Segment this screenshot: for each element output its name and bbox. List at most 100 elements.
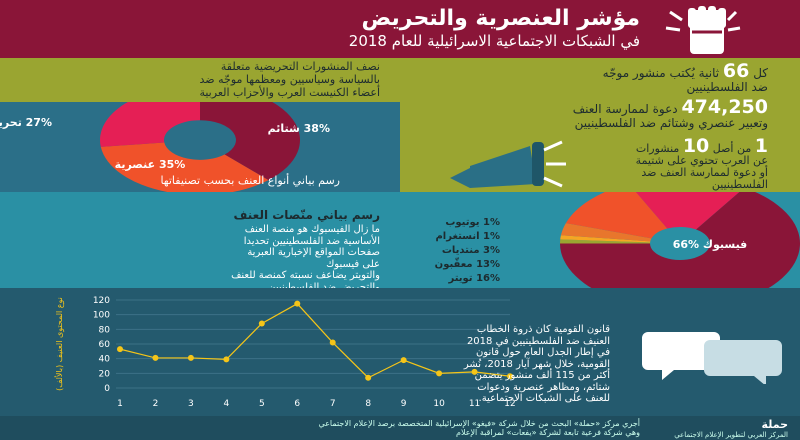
stat2-number: 474,250 <box>681 96 768 118</box>
stat1-line: كل 66 ثانية يُكتب منشور موجّه <box>602 62 768 81</box>
raised-fist-icon <box>665 6 741 54</box>
y-tick-label: 60 <box>99 340 111 350</box>
note-line: بالسياسة وسياسيين ومعظمها موجّه ضد <box>199 73 380 86</box>
x-tick-label: 1 <box>117 399 123 409</box>
platforms-title: رسم بياني منّصات العنف <box>233 208 380 222</box>
data-point <box>152 354 159 361</box>
timeline-line: شتائم، ومظاهر عنصرية ودعوات <box>477 381 610 393</box>
platform-item: 1% يوتيوب <box>445 217 500 228</box>
platforms-line: صفحات المواقع الإخبارية العبرية <box>247 247 380 258</box>
header-band: مؤشر العنصرية والتحريض في الشبكات الاجتم… <box>0 0 800 58</box>
donut-slice-0 <box>200 102 300 181</box>
x-tick-label: 8 <box>365 399 371 409</box>
stat1-pre: كل <box>753 66 768 80</box>
x-tick-label: 4 <box>223 399 229 409</box>
platform-slice-5 <box>560 192 800 288</box>
stat2-line2: وتعبير عنصري وشتائم ضد الفلسطينيين <box>574 116 768 130</box>
timeline-line: قانون القومية كان ذروة الخطاب <box>476 324 610 335</box>
y-axis-label: نوع المحتوى العنيف (بالألف) <box>54 297 64 391</box>
platform-item: 13% معقّبون <box>434 259 500 270</box>
note-line: أعضاء الكنيست العرب والأحزاب العربية <box>199 86 380 99</box>
platform-item: 1% انستغرام <box>435 231 500 242</box>
platforms-line: الأساسية ضد الفلسطينيين تحديدا <box>243 235 380 247</box>
page-subtitle: في الشبكات الاجتماعية الاسرائيلية للعام … <box>348 32 640 50</box>
data-point <box>223 356 230 363</box>
footer: أجري مركز «حملة» البحث من خلال شركة «فيغ… <box>0 416 800 440</box>
stat3-line4: الفلسطينيين <box>711 178 768 191</box>
platforms-line: والتويتر يضاعف نسبته كمنصة للعنف <box>231 270 380 281</box>
platforms-line: ما زال الفيسبوك هو منصة العنف <box>244 224 380 235</box>
data-point <box>507 373 513 380</box>
timeline-section: 0 20 40 60 80 100 120 1 2 3 4 5 6 7 8 9 10 11 12 نوع المحتو… <box>0 288 800 416</box>
y-tick-label: 0 <box>104 384 110 394</box>
data-point <box>400 357 407 364</box>
platform-slice-label: 66% فيسبوك <box>673 238 748 251</box>
x-tick-label: 11 <box>469 399 480 409</box>
platform-item: 16% تويتر <box>448 273 500 284</box>
donut-caption: رسم بياني أنواع العنف بحسب تصنيفاتها <box>160 174 340 187</box>
platforms-list: 1% يوتيوب 1% انستغرام 3% منتديات 13% معقّبو… <box>410 216 500 286</box>
violence-types-donut: 38% شتائم 35% عنصرية 27% تحريض <box>0 102 330 192</box>
data-point <box>436 370 443 377</box>
y-tick-label: 120 <box>93 296 110 306</box>
stat1-number: 66 <box>722 60 750 82</box>
x-tick-label: 10 <box>433 399 445 409</box>
y-tick-label: 100 <box>93 311 110 321</box>
platform-slice-3 <box>565 192 668 239</box>
timeline-line: العنيف ضد الفلسطينيين في 2018 <box>466 335 610 347</box>
donut-label: 35% عنصرية <box>115 158 186 171</box>
x-tick-label: 5 <box>259 399 265 409</box>
y-tick-label: 80 <box>99 325 111 335</box>
stat3-line2: عن العرب تحتوي على شتيمة <box>635 154 768 167</box>
donut-label: 27% تحريض <box>0 116 52 129</box>
data-point <box>187 354 194 361</box>
y-tick-label: 40 <box>99 355 111 365</box>
platforms-line: والتحريض ضد الفلسطينيين <box>268 281 380 293</box>
platform-slice-4 <box>635 192 740 230</box>
x-tick-label: 3 <box>188 399 194 409</box>
y-tick-label: 20 <box>99 369 111 379</box>
stat3-number: 1 <box>754 135 768 157</box>
platform-slice-1 <box>560 235 651 243</box>
x-tick-label: 7 <box>330 399 336 409</box>
x-tick-label: 12 <box>504 399 515 409</box>
stat2-text: دعوة لممارسة العنف <box>572 102 678 116</box>
platforms-donut: 66% فيسبوك <box>560 192 800 288</box>
stat3-mid: من أصل <box>712 142 752 155</box>
note-line: نصف المنشورات التحريضية متعلقة <box>220 60 380 73</box>
platforms-line: على فيسبوك <box>326 258 380 270</box>
megaphone-icon <box>450 140 566 188</box>
timeline-line: القومية، خلال شهر آيار 2018، نُشر <box>463 358 610 370</box>
platform-slice-0 <box>560 239 651 244</box>
data-point <box>294 300 301 307</box>
data-point <box>258 320 265 327</box>
data-point <box>329 339 336 346</box>
stat1-post: ثانية يُكتب منشور موجّه <box>602 66 720 80</box>
series-line <box>119 302 511 379</box>
x-tick-label: 2 <box>153 399 159 409</box>
platforms-section: رسم بياني منّصات العنف ما زال الفيسبوك ه… <box>0 192 800 293</box>
data-point <box>365 374 372 381</box>
stat1-line2: ضد الفلسطينيين <box>686 80 768 94</box>
x-tick-label: 6 <box>294 399 300 409</box>
donut-slice-2 <box>100 102 200 147</box>
key-stats-panel: كل 66 ثانية يُكتب منشور موجّه ضد الفلسطي… <box>400 58 800 192</box>
platform-item: 3% منتديات <box>441 245 500 256</box>
political-incitement-note: نصف المنشورات التحريضية متعلقة بالسياسة … <box>0 58 400 102</box>
donut-slice-1 <box>100 142 269 192</box>
footer-note: وهي شركة فرعية تابعة لشركة «يفعات» لمراق… <box>455 428 640 437</box>
org-logo-name: حملة <box>761 418 788 431</box>
page-title: مؤشر العنصرية والتحريض <box>361 6 641 31</box>
data-point <box>117 346 123 353</box>
platform-slice-2 <box>560 223 652 242</box>
timeline-line: للعنف على الشبكات الاجتماعية. <box>478 393 610 404</box>
timeline-line: في إطار الجدل العام حول قانون <box>475 347 610 358</box>
political-incitement-panel: نصف المنشورات التحريضية متعلقة بالسياسة … <box>0 58 400 192</box>
footer-note: أجري مركز «حملة» البحث من خلال شركة «فيغ… <box>318 419 640 428</box>
timeline-line: أكثر من 115 ألف منشور يتضمن <box>474 370 610 381</box>
data-point <box>471 368 478 375</box>
stats-section: نصف المنشورات التحريضية متعلقة بالسياسة … <box>0 58 800 192</box>
donut-label: 38% شتائم <box>268 122 330 135</box>
